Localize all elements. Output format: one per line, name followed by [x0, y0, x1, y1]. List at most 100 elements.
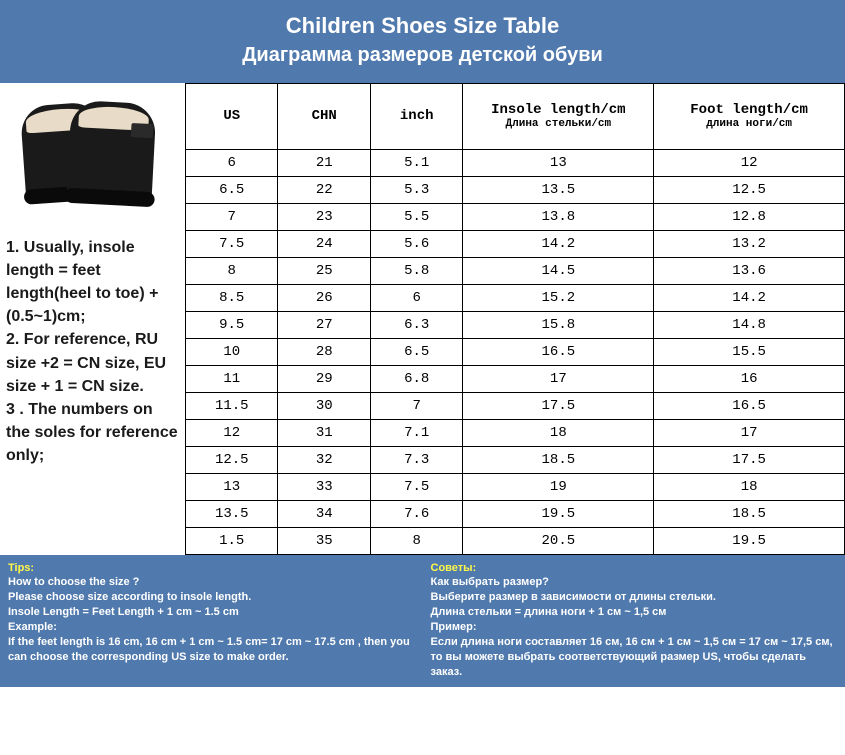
- tip-line: Выберите размер в зависимости от длины с…: [431, 590, 838, 605]
- table-cell: 17: [463, 365, 654, 392]
- col-label: CHN: [312, 108, 337, 124]
- tips-english: Tips: How to choose the size ? Please ch…: [0, 555, 423, 688]
- note-1: 1. Usually, insole length = feet length(…: [6, 239, 158, 326]
- table-cell: 8.5: [186, 284, 278, 311]
- sizing-notes: 1. Usually, insole length = feet length(…: [6, 232, 179, 468]
- note-2: 2. For reference, RU size +2 = CN size, …: [6, 331, 166, 394]
- table-cell: 8: [186, 257, 278, 284]
- table-cell: 11: [186, 365, 278, 392]
- table-cell: 13.5: [463, 176, 654, 203]
- table-cell: 15.5: [654, 338, 845, 365]
- table-cell: 6: [186, 149, 278, 176]
- table-row: 12.5327.318.517.5: [186, 446, 845, 473]
- table-cell: 33: [278, 473, 370, 500]
- table-cell: 13.8: [463, 203, 654, 230]
- tips-heading: Советы:: [431, 561, 838, 576]
- title-en: Children Shoes Size Table: [0, 12, 845, 41]
- table-row: 13337.51918: [186, 473, 845, 500]
- boot-tag-icon: [131, 123, 154, 138]
- table-cell: 8: [370, 527, 462, 554]
- table-cell: 12: [186, 419, 278, 446]
- table-row: 6215.11312: [186, 149, 845, 176]
- product-image: [6, 87, 176, 232]
- table-row: 8.526615.214.2: [186, 284, 845, 311]
- table-cell: 16.5: [463, 338, 654, 365]
- table-cell: 19: [463, 473, 654, 500]
- tip-line: How to choose the size ?: [8, 575, 415, 590]
- table-cell: 14.2: [463, 230, 654, 257]
- col-foot: Foot length/cm длина ноги/cm: [654, 83, 845, 149]
- table-cell: 11.5: [186, 392, 278, 419]
- col-label: inch: [400, 108, 434, 124]
- table-cell: 7.5: [370, 473, 462, 500]
- col-label: Insole length/cm: [491, 102, 625, 118]
- table-cell: 6.5: [370, 338, 462, 365]
- table-cell: 12.5: [186, 446, 278, 473]
- table-cell: 14.5: [463, 257, 654, 284]
- tip-line: Длина стельки = длина ноги + 1 см ~ 1,5 …: [431, 605, 838, 620]
- table-cell: 12.5: [654, 176, 845, 203]
- table-row: 7235.513.812.8: [186, 203, 845, 230]
- tips-section: Tips: How to choose the size ? Please ch…: [0, 555, 845, 688]
- table-row: 9.5276.315.814.8: [186, 311, 845, 338]
- table-cell: 6.8: [370, 365, 462, 392]
- table-row: 13.5347.619.518.5: [186, 500, 845, 527]
- size-chart-container: Children Shoes Size Table Диаграмма разм…: [0, 0, 845, 687]
- table-cell: 20.5: [463, 527, 654, 554]
- table-header-row: US CHN inch Insole length/cm Длина стель…: [186, 83, 845, 149]
- table-cell: 6.3: [370, 311, 462, 338]
- header: Children Shoes Size Table Диаграмма разм…: [0, 0, 845, 83]
- table-cell: 18.5: [463, 446, 654, 473]
- col-sublabel: длина ноги/cm: [656, 118, 842, 131]
- table-cell: 16: [654, 365, 845, 392]
- table-wrapper: US CHN inch Insole length/cm Длина стель…: [185, 83, 845, 555]
- table-cell: 35: [278, 527, 370, 554]
- table-cell: 13: [186, 473, 278, 500]
- note-3: 3 . The numbers on the soles for referen…: [6, 401, 178, 464]
- col-label: US: [223, 108, 240, 124]
- table-cell: 22: [278, 176, 370, 203]
- table-cell: 15.8: [463, 311, 654, 338]
- col-chn: CHN: [278, 83, 370, 149]
- table-cell: 19.5: [654, 527, 845, 554]
- table-cell: 6.5: [186, 176, 278, 203]
- table-row: 11.530717.516.5: [186, 392, 845, 419]
- left-column: 1. Usually, insole length = feet length(…: [0, 83, 185, 555]
- col-inch: inch: [370, 83, 462, 149]
- tip-line: If the feet length is 16 cm, 16 cm + 1 c…: [8, 635, 415, 665]
- table-row: 1.535820.519.5: [186, 527, 845, 554]
- tip-line: Please choose size according to insole l…: [8, 590, 415, 605]
- table-row: 10286.516.515.5: [186, 338, 845, 365]
- table-cell: 14.2: [654, 284, 845, 311]
- boot-illustration: [11, 94, 171, 224]
- table-body: 6215.113126.5225.313.512.57235.513.812.8…: [186, 149, 845, 554]
- table-cell: 13.5: [186, 500, 278, 527]
- table-cell: 9.5: [186, 311, 278, 338]
- table-cell: 7.5: [186, 230, 278, 257]
- title-ru: Диаграмма размеров детской обуви: [0, 41, 845, 69]
- table-cell: 14.8: [654, 311, 845, 338]
- table-cell: 1.5: [186, 527, 278, 554]
- tip-line: Если длина ноги составляет 16 см, 16 см …: [431, 635, 838, 680]
- tip-line: Insole Length = Feet Length + 1 cm ~ 1.5…: [8, 605, 415, 620]
- table-cell: 12: [654, 149, 845, 176]
- table-cell: 30: [278, 392, 370, 419]
- table-cell: 13: [463, 149, 654, 176]
- table-cell: 7: [186, 203, 278, 230]
- table-cell: 21: [278, 149, 370, 176]
- table-cell: 19.5: [463, 500, 654, 527]
- table-row: 7.5245.614.213.2: [186, 230, 845, 257]
- table-cell: 29: [278, 365, 370, 392]
- table-cell: 5.3: [370, 176, 462, 203]
- table-cell: 18.5: [654, 500, 845, 527]
- table-cell: 5.8: [370, 257, 462, 284]
- col-insole: Insole length/cm Длина стельки/cm: [463, 83, 654, 149]
- table-cell: 34: [278, 500, 370, 527]
- tip-line: Example:: [8, 620, 415, 635]
- table-cell: 13.6: [654, 257, 845, 284]
- table-cell: 17.5: [463, 392, 654, 419]
- tips-heading: Tips:: [8, 561, 415, 576]
- main-row: 1. Usually, insole length = feet length(…: [0, 83, 845, 555]
- table-cell: 25: [278, 257, 370, 284]
- col-label: Foot length/cm: [690, 102, 808, 118]
